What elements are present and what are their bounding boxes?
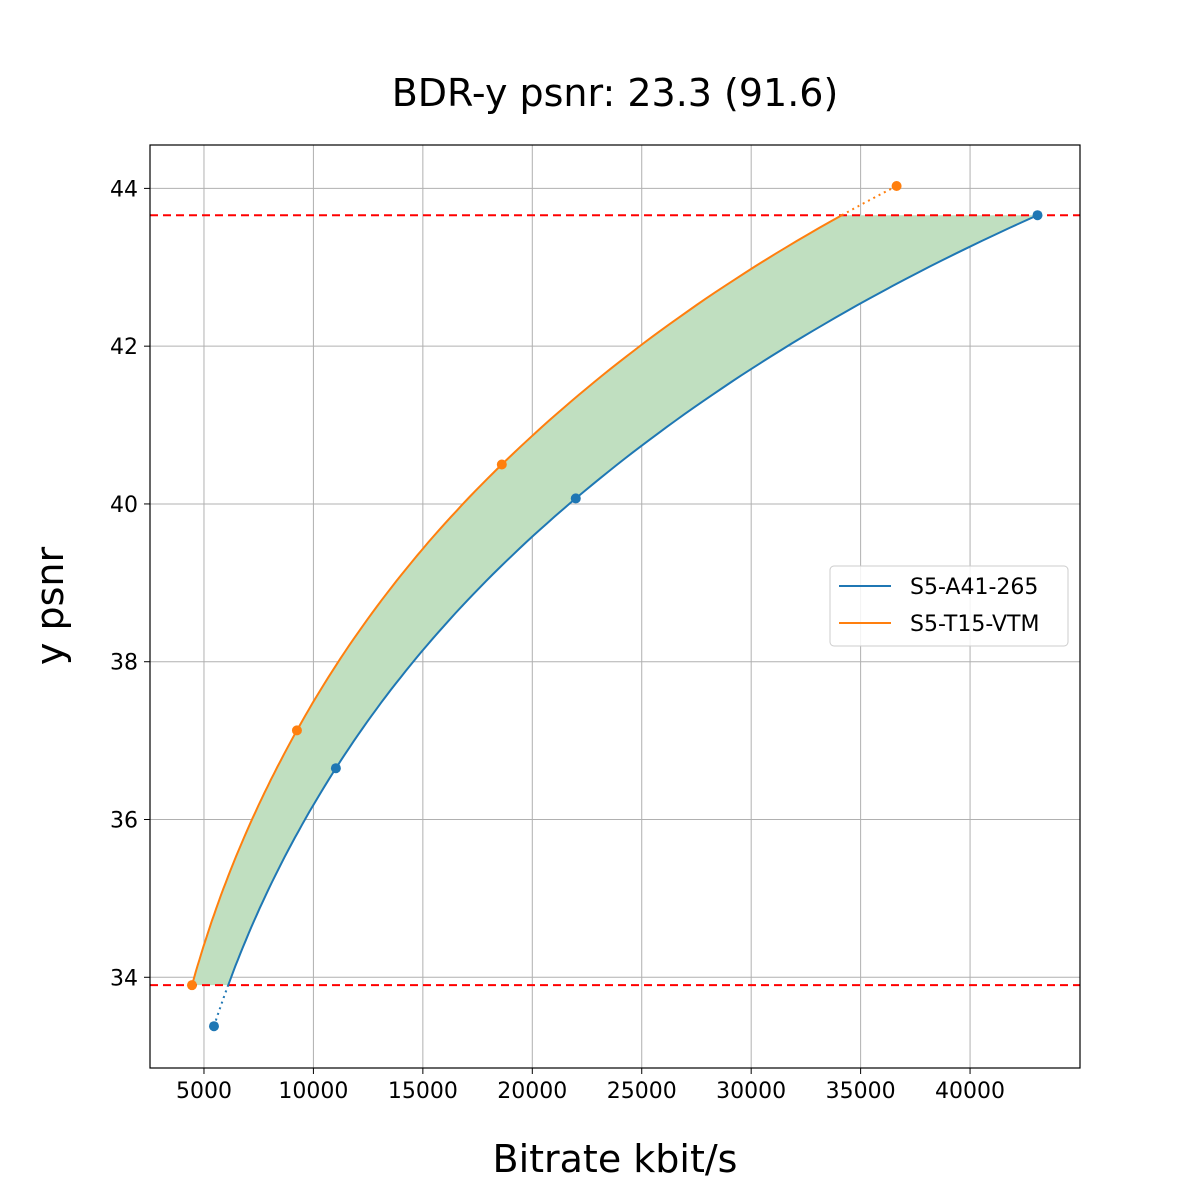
x-tick-label: 25000 (607, 1079, 677, 1104)
legend: S5-A41-265 S5-T15-VTM (829, 565, 1069, 647)
chart-title: BDR-y psnr: 23.3 (91.6) (392, 71, 839, 115)
y-axis-label: y psnr (28, 547, 72, 666)
y-tick-label: 36 (110, 809, 138, 834)
fill-area (191, 215, 1038, 986)
series-extrapolation-1 (841, 185, 898, 217)
x-axis-label: Bitrate kbit/s (493, 1137, 738, 1181)
data-point-0 (208, 1021, 219, 1032)
x-tick-label: 15000 (388, 1079, 458, 1104)
y-ticks: 34 36 38 40 42 44 (110, 177, 150, 991)
bd-fill-region (191, 215, 1038, 986)
data-point-1 (891, 181, 902, 192)
x-tick-label: 30000 (716, 1079, 786, 1104)
y-tick-label: 34 (110, 966, 138, 991)
y-tick-label: 38 (110, 651, 138, 676)
y-tick-label: 42 (110, 335, 138, 360)
series-line-0 (227, 214, 1038, 986)
data-point-1 (496, 459, 507, 470)
series-curves (191, 185, 1038, 1027)
y-tick-label: 40 (110, 493, 138, 518)
data-point-1 (291, 725, 302, 736)
series-extrapolation-0 (213, 984, 230, 1027)
reference-lines (150, 214, 1080, 987)
data-point-1 (186, 980, 197, 991)
x-tick-label: 5000 (176, 1079, 232, 1104)
x-tick-label: 40000 (935, 1079, 1005, 1104)
series-line-1 (191, 214, 843, 986)
series-points (186, 181, 1043, 1032)
plot-frame (149, 144, 1081, 1069)
y-tick-label: 44 (110, 177, 138, 202)
data-point-0 (570, 493, 581, 504)
data-point-0 (1032, 210, 1043, 221)
x-ticks: 5000 10000 15000 20000 25000 30000 35000 40000 (176, 1068, 1005, 1104)
x-tick-label: 10000 (278, 1079, 348, 1104)
x-tick-label: 35000 (826, 1079, 896, 1104)
data-point-0 (330, 763, 341, 774)
legend-label-0: S5-A41-265 (910, 575, 1038, 600)
legend-label-1: S5-T15-VTM (910, 612, 1039, 637)
x-tick-label: 20000 (497, 1079, 567, 1104)
